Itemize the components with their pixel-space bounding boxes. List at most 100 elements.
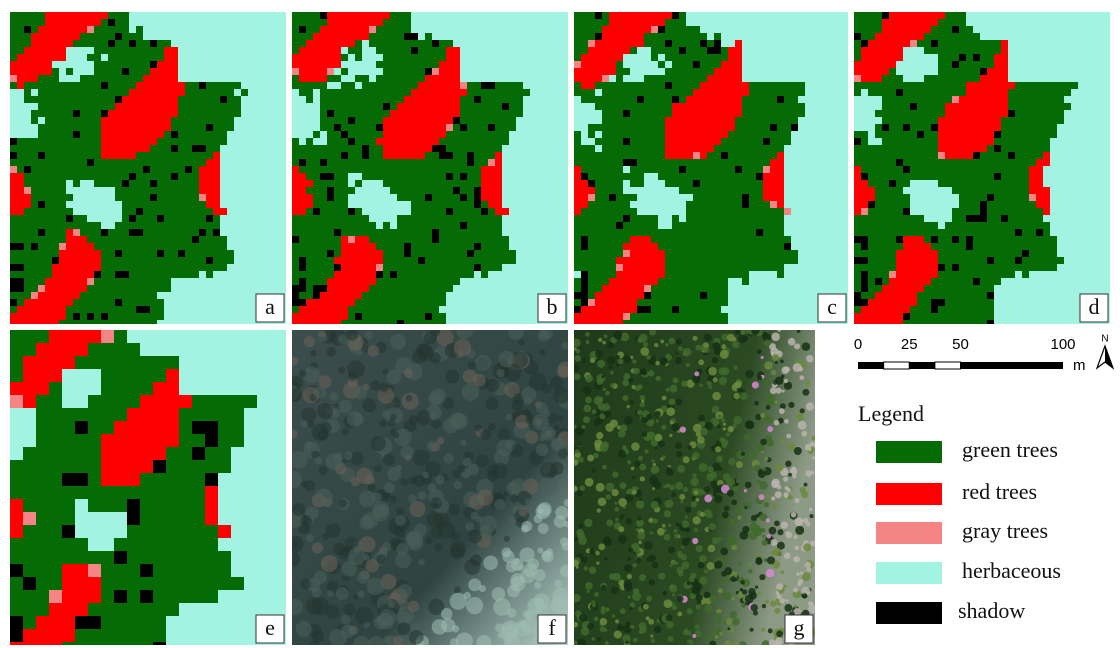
image-texture xyxy=(429,411,437,419)
map-cell xyxy=(616,257,665,264)
image-texture xyxy=(475,355,491,371)
map-cell xyxy=(644,285,651,292)
map-cell xyxy=(23,369,62,382)
image-texture xyxy=(692,538,698,544)
image-texture xyxy=(745,420,754,429)
image-texture xyxy=(508,324,524,340)
map-cell xyxy=(784,271,848,278)
map-cell xyxy=(227,138,286,145)
image-texture xyxy=(806,355,814,363)
image-texture xyxy=(677,596,683,602)
map-cell xyxy=(700,82,749,89)
map-cell xyxy=(432,40,439,47)
map-cell xyxy=(115,33,122,40)
image-texture xyxy=(409,630,424,645)
image-texture xyxy=(712,409,716,413)
image-texture xyxy=(598,338,602,342)
map-cell xyxy=(10,138,17,145)
image-texture xyxy=(762,540,768,546)
map-cell xyxy=(721,40,735,47)
map-cell xyxy=(630,68,665,75)
image-texture xyxy=(468,578,481,591)
image-texture xyxy=(720,350,729,359)
map-cell xyxy=(17,75,38,82)
image-texture xyxy=(788,402,794,408)
map-cell xyxy=(509,131,568,138)
map-cell xyxy=(502,264,568,271)
image-texture xyxy=(450,593,467,610)
map-cell xyxy=(854,166,861,173)
image-texture xyxy=(663,485,666,488)
image-texture xyxy=(650,639,655,644)
map-cell xyxy=(341,236,348,243)
map-cell xyxy=(644,180,665,187)
image-texture xyxy=(777,529,783,535)
map-cell xyxy=(432,236,439,243)
image-texture xyxy=(628,557,631,560)
map-cell xyxy=(376,124,383,131)
map-cell xyxy=(1071,103,1110,110)
image-texture xyxy=(540,477,558,495)
map-cell xyxy=(595,292,644,299)
map-cell xyxy=(227,131,286,138)
image-texture xyxy=(371,436,386,451)
image-texture xyxy=(649,328,656,335)
image-texture xyxy=(427,441,437,451)
image-texture xyxy=(708,545,716,553)
image-texture xyxy=(784,419,789,424)
map-cell xyxy=(292,313,348,320)
map-cell xyxy=(1008,47,1110,54)
image-texture xyxy=(712,342,720,350)
image-texture xyxy=(642,431,648,437)
image-texture xyxy=(577,490,583,496)
image-texture xyxy=(744,506,747,509)
map-cell xyxy=(327,285,369,292)
map-cell xyxy=(1008,110,1015,117)
image-texture xyxy=(557,361,573,377)
image-texture xyxy=(582,425,586,429)
image-texture xyxy=(683,487,688,492)
image-texture xyxy=(753,527,762,536)
image-texture xyxy=(452,625,460,633)
map-cell xyxy=(327,68,334,75)
image-texture xyxy=(435,475,444,484)
map-cell xyxy=(994,131,1001,138)
image-texture xyxy=(587,455,594,462)
map-cell xyxy=(213,229,220,236)
image-texture xyxy=(488,423,496,431)
map-cell xyxy=(616,264,623,271)
map-cell xyxy=(763,187,784,194)
image-texture xyxy=(591,468,596,473)
image-texture xyxy=(774,608,780,614)
image-texture xyxy=(640,347,649,356)
legend-label: green trees xyxy=(962,437,1058,462)
image-texture xyxy=(441,608,453,620)
image-texture xyxy=(557,415,563,421)
image-texture xyxy=(676,451,682,457)
image-texture xyxy=(643,604,649,610)
image-texture xyxy=(775,376,783,384)
image-texture xyxy=(755,586,758,589)
map-cell xyxy=(171,131,178,138)
map-cell xyxy=(623,250,630,257)
image-texture xyxy=(314,457,322,465)
map-cell xyxy=(425,313,432,320)
image-texture xyxy=(537,509,543,515)
map-cell xyxy=(509,138,568,145)
image-texture xyxy=(428,483,437,492)
image-texture xyxy=(746,328,752,334)
image-texture xyxy=(572,560,578,566)
image-texture xyxy=(804,483,808,487)
map-cell xyxy=(1057,131,1110,138)
map-cell xyxy=(581,54,623,61)
map-cell xyxy=(206,257,213,264)
map-cell xyxy=(38,152,45,159)
image-texture xyxy=(697,436,705,444)
image-texture xyxy=(418,559,424,565)
map-cell xyxy=(1050,187,1110,194)
map-cell xyxy=(630,236,651,243)
map-cell xyxy=(903,54,938,61)
map-cell xyxy=(425,194,432,201)
image-texture xyxy=(693,336,698,341)
map-cell xyxy=(910,194,959,201)
